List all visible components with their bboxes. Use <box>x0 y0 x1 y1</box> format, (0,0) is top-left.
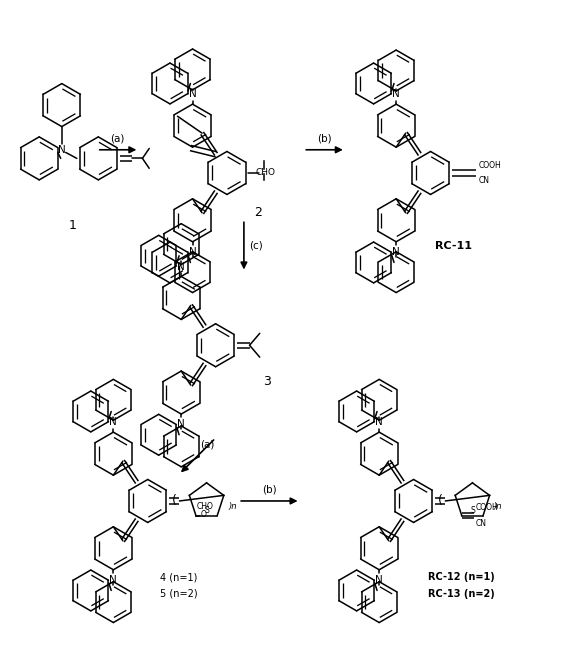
Text: S: S <box>470 505 475 515</box>
Text: N: N <box>375 417 383 427</box>
Text: (b): (b) <box>317 133 332 143</box>
Text: (: ( <box>438 494 443 507</box>
Text: N: N <box>109 417 117 427</box>
Text: 4 (n=1): 4 (n=1) <box>160 572 197 582</box>
Text: 2: 2 <box>254 207 262 219</box>
Text: (b): (b) <box>262 485 277 495</box>
Text: 1: 1 <box>69 220 77 232</box>
Text: RC-11: RC-11 <box>435 241 472 251</box>
Text: )n: )n <box>494 502 502 511</box>
Text: N: N <box>177 262 185 272</box>
Text: RC-13 (n=2): RC-13 (n=2) <box>428 589 495 599</box>
Text: (c): (c) <box>249 241 263 251</box>
Text: N: N <box>177 419 185 429</box>
Text: RC-12 (n=1): RC-12 (n=1) <box>428 572 495 582</box>
Text: N: N <box>375 575 383 585</box>
Text: N: N <box>189 247 196 257</box>
Text: N: N <box>392 89 400 99</box>
Text: CHO: CHO <box>197 502 214 511</box>
Text: CN: CN <box>479 177 490 185</box>
Text: (a): (a) <box>200 440 214 450</box>
Text: N: N <box>189 89 196 99</box>
Text: O: O <box>201 510 207 519</box>
Text: COOH: COOH <box>476 503 498 512</box>
Text: 3: 3 <box>263 375 270 388</box>
Text: CN: CN <box>476 519 487 528</box>
Text: )n: )n <box>228 502 236 511</box>
Text: 5 (n=2): 5 (n=2) <box>160 589 198 599</box>
Text: N: N <box>58 145 66 155</box>
Text: S: S <box>204 505 209 515</box>
Text: N: N <box>392 247 400 257</box>
Text: N: N <box>109 575 117 585</box>
Text: CHO: CHO <box>255 169 276 177</box>
Text: COOH: COOH <box>479 161 501 169</box>
Text: (a): (a) <box>111 133 125 143</box>
Text: (: ( <box>172 494 177 507</box>
